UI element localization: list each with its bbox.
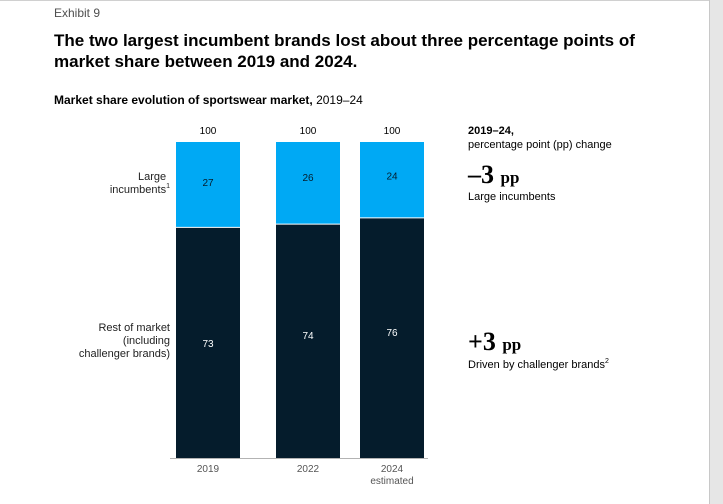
incumbents-change-label: Large incumbents	[468, 191, 556, 203]
bar-large-incumbents-3	[360, 142, 424, 218]
data-label-rest-of-market-2: 74	[302, 331, 314, 342]
change-panel-header-bold: 2019–24,	[468, 125, 514, 137]
total-label-3: 100	[384, 126, 401, 137]
row-label-rest-line-1: Rest of market	[98, 322, 170, 334]
chart-title: The two largest incumbent brands lost ab…	[54, 31, 635, 71]
incumbents-change-unit: pp	[500, 168, 520, 187]
data-label-large-incumbents-1: 27	[202, 178, 214, 189]
row-label-rest-line-3: challenger brands)	[78, 348, 170, 360]
x-tick-label-2-1: 2022	[297, 464, 320, 475]
challengers-change-label: Driven by challenger brands2	[468, 358, 609, 371]
challengers-change-value: +3 pp	[468, 327, 521, 357]
subtitle-bold: Market share evolution of sportswear mar…	[54, 93, 313, 107]
total-label-2: 100	[300, 126, 317, 137]
incumbents-change-value: –3 pp	[468, 160, 519, 190]
bar-rest-of-market-1	[176, 227, 240, 458]
challengers-change-label-text: Driven by challenger brands	[468, 359, 605, 371]
bar-large-incumbents-1	[176, 142, 240, 228]
x-tick-label-3-1: 2024	[381, 464, 404, 475]
row-label-rest-line-2: (including	[122, 335, 170, 347]
x-tick-label-1-1: 2019	[197, 464, 220, 475]
bar-rest-of-market-2	[276, 224, 340, 458]
page-top-border	[0, 0, 709, 1]
chart-subtitle: Market share evolution of sportswear mar…	[54, 93, 363, 107]
challengers-change-number: +3	[468, 327, 496, 356]
data-label-rest-of-market-3: 76	[386, 328, 398, 339]
change-panel-header: 2019–24, percentage point (pp) change	[468, 124, 612, 152]
row-label-large-incumbents-text: Large incumbents	[109, 171, 167, 196]
footnote-2: 2	[604, 358, 609, 365]
change-panel-header-rest: percentage point (pp) change	[468, 139, 612, 151]
bar-large-incumbents-2	[276, 142, 340, 225]
data-label-large-incumbents-2: 26	[302, 173, 314, 184]
exhibit-label: Exhibit 9	[54, 6, 101, 20]
total-label-1: 100	[200, 126, 217, 137]
data-label-rest-of-market-1: 73	[202, 339, 214, 350]
subtitle-years: 2019–24	[312, 93, 363, 107]
row-label-rest-of-market: Rest of market (including challenger bra…	[79, 322, 170, 361]
row-label-large-incumbents: Large incumbents1	[100, 171, 170, 197]
challengers-change-unit: pp	[502, 335, 522, 354]
data-label-large-incumbents-3: 24	[386, 171, 398, 182]
page-right-scrollbar[interactable]	[709, 0, 723, 504]
incumbents-change-number: –3	[468, 160, 494, 189]
bar-rest-of-market-3	[360, 217, 424, 458]
footnote-1: 1	[166, 183, 170, 190]
x-tick-label-3-2: estimated	[370, 476, 413, 487]
